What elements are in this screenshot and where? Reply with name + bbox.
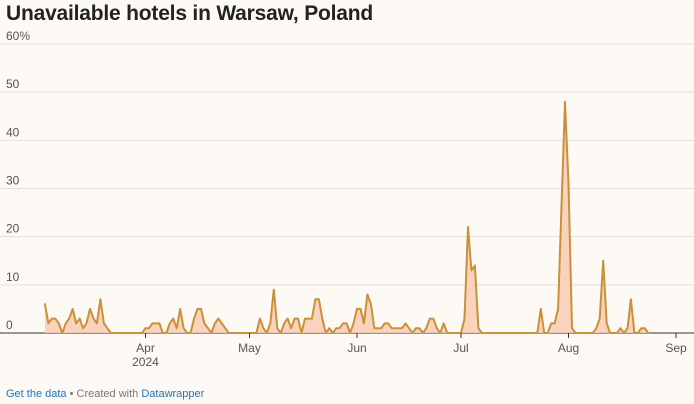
series-area-layer bbox=[43, 100, 650, 334]
series-line bbox=[43, 100, 650, 334]
footer-separator: • Created with bbox=[66, 388, 142, 400]
y-tick-label: 20 bbox=[6, 222, 20, 236]
footer: Get the data • Created with Datawrapper bbox=[6, 388, 204, 400]
y-tick-label: 10 bbox=[6, 270, 20, 284]
x-tick-sublabel: 2024 bbox=[132, 355, 159, 369]
y-tick-label: 50 bbox=[6, 77, 20, 91]
x-tick-label: Apr bbox=[136, 341, 155, 355]
x-tick-label: Jun bbox=[347, 341, 366, 355]
x-tick-label: Aug bbox=[558, 341, 579, 355]
y-tick-label: 60% bbox=[6, 29, 30, 43]
y-tick-label: 0 bbox=[6, 318, 13, 332]
gridlines bbox=[0, 43, 694, 334]
y-axis-ticks: 0 10 20 30 40 50 60% bbox=[6, 29, 30, 332]
chart-title: Unavailable hotels in Warsaw, Poland bbox=[6, 2, 374, 25]
y-tick-label: 40 bbox=[6, 125, 20, 139]
x-tick-label: Jul bbox=[453, 341, 468, 355]
x-tick-label: Sep bbox=[665, 341, 687, 355]
get-data-link[interactable]: Get the data bbox=[6, 388, 67, 400]
y-tick-label: 30 bbox=[6, 174, 20, 188]
x-tick-label: May bbox=[238, 341, 261, 355]
datawrapper-link[interactable]: Datawrapper bbox=[141, 388, 205, 400]
